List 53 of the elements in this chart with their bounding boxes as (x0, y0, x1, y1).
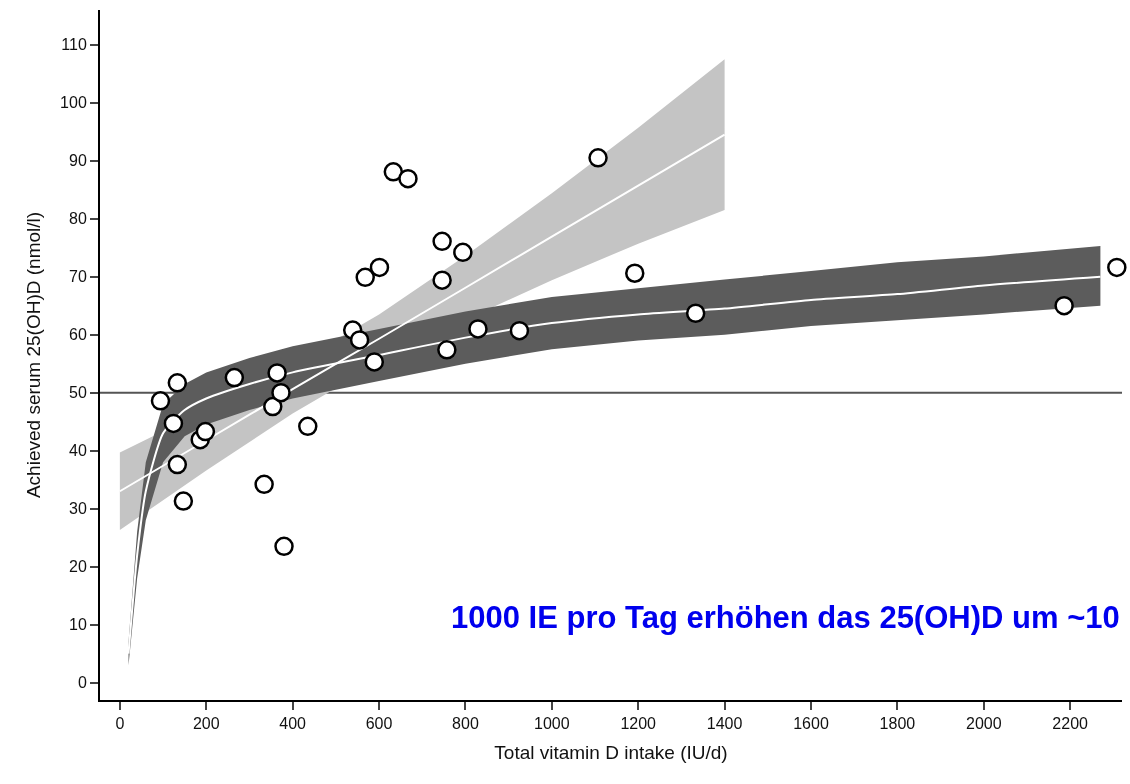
x-tick-label: 1000 (534, 715, 570, 733)
point (453, 242, 473, 263)
x-tick-label: 1600 (793, 715, 829, 733)
point (437, 340, 457, 360)
x-tick-label: 2000 (965, 715, 1002, 733)
point (167, 454, 188, 475)
x-tick-label: 600 (365, 715, 393, 733)
annotation: 1000 IE pro Tag erhöhen das 25(OH)D um ~10 (451, 600, 1120, 635)
y-tick-label: 30 (69, 500, 87, 518)
point (173, 491, 194, 511)
point (1054, 295, 1074, 316)
y-tick-label: 110 (61, 36, 87, 54)
x-tick-label: 1400 (706, 715, 743, 733)
point (468, 319, 488, 339)
y-tick-label: 60 (69, 326, 87, 344)
y-tick-label: 70 (69, 268, 87, 286)
point (150, 391, 171, 411)
point (349, 330, 370, 350)
x-tick-label: 400 (279, 715, 307, 733)
point (685, 303, 706, 323)
x-tick-label: 1200 (620, 715, 657, 733)
x-axis-title: Total vitamin D intake (IU/d) (494, 741, 728, 763)
point (364, 352, 385, 372)
point (195, 421, 216, 442)
point (298, 416, 318, 437)
point (254, 474, 274, 495)
y-tick-label: 0 (77, 674, 87, 692)
y-tick-label: 100 (60, 94, 87, 112)
y-tick-label: 90 (69, 152, 87, 170)
y-tick-label: 40 (69, 442, 87, 460)
point (271, 382, 291, 403)
point (267, 363, 287, 383)
point (588, 148, 608, 168)
point (167, 373, 188, 393)
point (274, 536, 294, 557)
point (263, 396, 283, 417)
point (1107, 257, 1127, 278)
y-tick-label: 80 (69, 210, 87, 228)
y-tick-label: 20 (69, 558, 87, 576)
x-tick-label: 800 (452, 715, 479, 733)
y-tick-label: 50 (69, 384, 87, 402)
point (509, 320, 530, 341)
x-tick-label: 200 (192, 715, 220, 733)
x-tick-label: 0 (115, 715, 125, 733)
point (224, 367, 245, 388)
point (163, 413, 184, 434)
point (432, 270, 452, 290)
x-tick-label: 2200 (1052, 715, 1089, 733)
x-tick-label: 1800 (879, 715, 916, 733)
point (432, 231, 452, 252)
y-axis-title: Achieved serum 25(OH)D (nmol/l) (23, 211, 45, 499)
y-tick-label: 10 (69, 616, 87, 634)
point (625, 263, 645, 283)
